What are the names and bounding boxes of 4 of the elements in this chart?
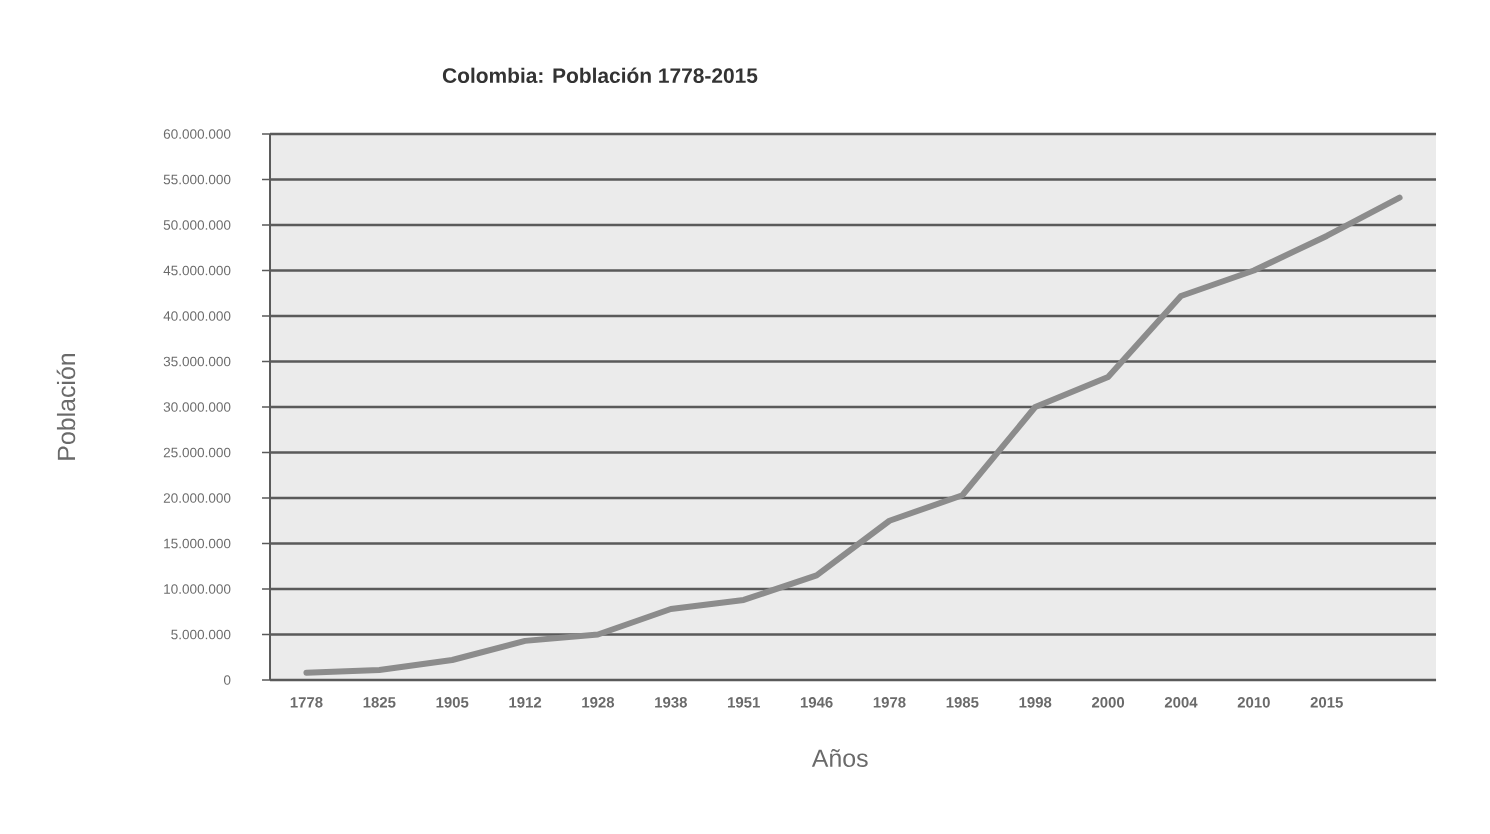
line-series xyxy=(303,194,1403,676)
y-axis-title: Población xyxy=(56,353,76,460)
x-axis-title: Años xyxy=(811,748,868,768)
chart-title: Colombia: Población 1778-2015 xyxy=(442,67,758,84)
